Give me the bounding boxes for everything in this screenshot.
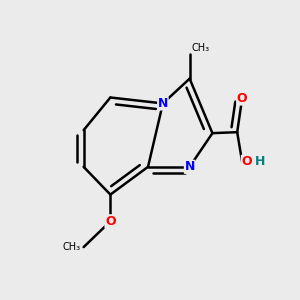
Text: N: N	[184, 160, 195, 173]
Text: CH₃: CH₃	[62, 242, 80, 252]
Text: O: O	[105, 215, 116, 228]
Text: O: O	[237, 92, 248, 105]
Text: N: N	[158, 97, 168, 110]
Text: CH₃: CH₃	[192, 43, 210, 53]
Text: O: O	[242, 155, 252, 168]
Text: H: H	[255, 155, 266, 168]
